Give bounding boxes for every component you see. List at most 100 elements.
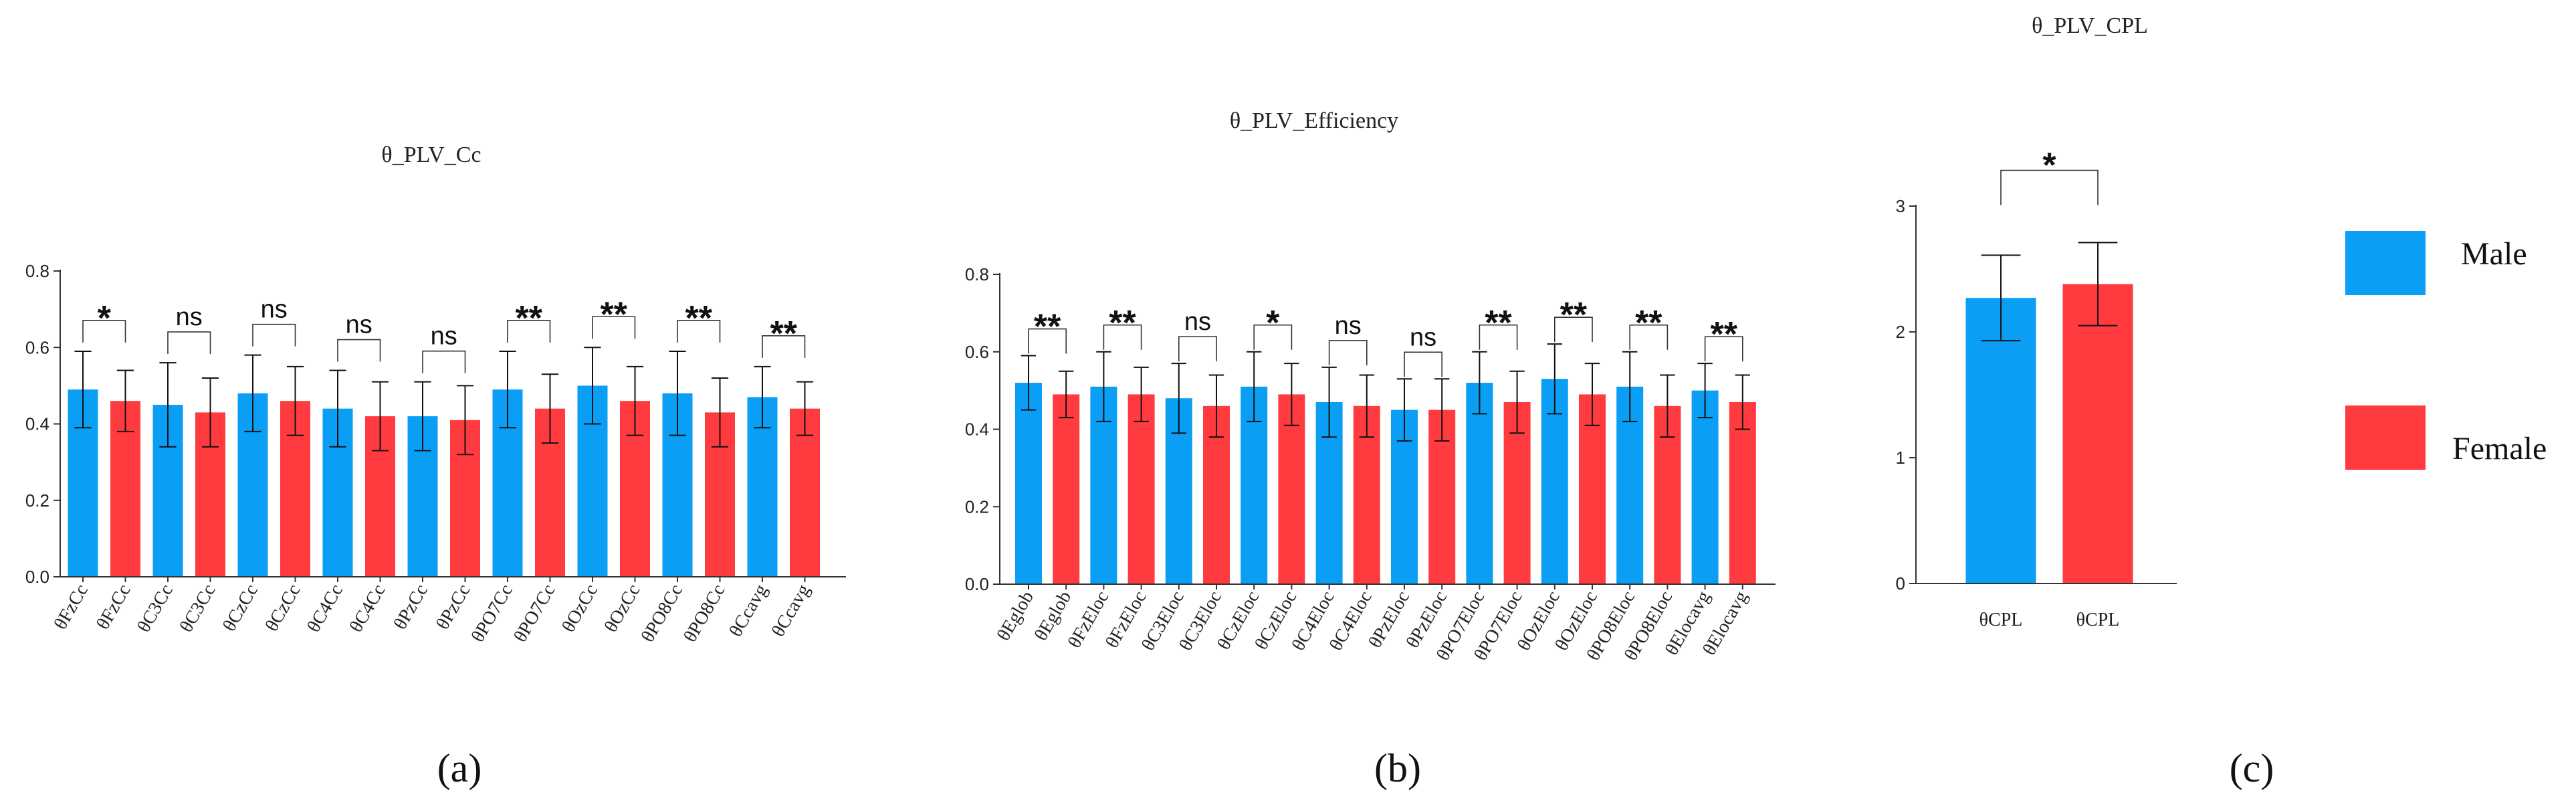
x-tick-label: θFzCc	[92, 581, 134, 633]
panel-b-axes: 0.0 0.2 0.4 0.6 0.8	[965, 264, 1776, 594]
significance-label: **	[1635, 304, 1662, 343]
significance-label: **	[770, 314, 798, 353]
y-tick-label: 0.8	[25, 261, 49, 281]
significance-label: **	[1109, 304, 1136, 343]
y-tick-label: 0.4	[965, 420, 989, 440]
x-tick-label: θC3Cc	[176, 581, 219, 636]
x-tick-label: θPO8Cc	[680, 581, 730, 646]
significance-bracket	[252, 323, 296, 347]
x-tick-label: θPzCc	[390, 581, 432, 633]
panel-c-title: θ_PLV_CPL	[2032, 13, 2148, 38]
significance-label: **	[1560, 296, 1588, 335]
significance-bracket	[167, 331, 211, 355]
x-tick-label: θOzCc	[601, 581, 644, 636]
x-tick-label: θC4Cc	[304, 581, 347, 636]
y-tick-label: 0.0	[965, 574, 989, 594]
significance-label: ns	[1335, 312, 1362, 340]
significance-bracket	[1629, 324, 1669, 350]
significance-bracket	[1328, 340, 1368, 365]
x-tick-label: θCzCc	[261, 581, 305, 635]
legend-male-label: Male	[2461, 236, 2527, 272]
panel-b-title: θ_PLV_Efficiency	[1230, 108, 1398, 133]
bar-male	[1466, 383, 1493, 584]
significance-bracket	[82, 320, 126, 343]
bar-male	[1015, 383, 1042, 584]
panel-b-chart: θ_PLV_Efficiency θEglobθEglobθFzElocθFzE…	[965, 108, 1776, 664]
x-tick-label: θCcavg	[768, 581, 814, 640]
legend-male-swatch	[2345, 231, 2426, 295]
x-tick-label: θC4Cc	[346, 581, 389, 636]
panel-a-axes: 0.0 0.2 0.4 0.6 0.8	[25, 261, 846, 587]
significance-label: **	[601, 295, 628, 334]
bar-male	[1965, 298, 2036, 583]
y-tick-label: 0	[1896, 573, 1905, 594]
panel-c-bars: θCPL θCPL *	[1965, 147, 2133, 630]
x-tick-label: θPzCc	[432, 581, 474, 633]
y-tick-label: 3	[1896, 196, 1905, 216]
y-tick-label: 2	[1896, 322, 1905, 342]
significance-bracket	[1704, 336, 1743, 362]
significance-label: **	[516, 299, 543, 338]
legend-female-label: Female	[2452, 431, 2547, 466]
significance-bracket	[1404, 351, 1442, 377]
bar-female	[2062, 284, 2133, 583]
significance-label: *	[1266, 304, 1280, 343]
panel-c-axes: 0 1 2 3	[1896, 196, 2177, 594]
bar-female	[1729, 401, 1756, 584]
significance-bracket	[337, 339, 381, 362]
significance-bracket	[1554, 317, 1593, 343]
panel-a-title: θ_PLV_Cc	[381, 143, 481, 167]
y-tick-label: 0.2	[25, 490, 49, 511]
x-tick-label: θPO7Cc	[467, 581, 517, 646]
legend: Male Female	[2345, 231, 2547, 470]
x-tick-label: θPO7Cc	[510, 581, 560, 646]
significance-bracket	[2000, 169, 2099, 205]
panel-a-bars: θFzCc θFzCcθC3CcθC3CcθCzCcθCzCcθC4CcθC4Cc…	[50, 295, 820, 646]
significance-label: ns	[176, 303, 203, 331]
significance-bracket	[592, 316, 636, 339]
bar-female	[790, 408, 820, 577]
panel-a-chart: θ_PLV_Cc θFzCc θFzCcθC3CcθC3CcθCzCcθCzCcθ…	[25, 143, 846, 646]
significance-bracket	[507, 320, 551, 343]
significance-bracket	[1103, 324, 1142, 350]
significance-label: *	[2042, 147, 2056, 185]
x-tick-label: θFzCc	[50, 581, 92, 633]
significance-label: **	[1485, 304, 1512, 343]
y-tick-label: 0.0	[25, 567, 49, 587]
panel-c-label: (c)	[2230, 746, 2274, 790]
significance-label: ns	[1184, 308, 1211, 336]
x-tick-label: θEglob	[993, 588, 1038, 644]
significance-label: ns	[431, 323, 457, 351]
significance-bracket	[1253, 324, 1293, 350]
significance-bracket	[1028, 328, 1067, 354]
significance-bracket	[1479, 324, 1518, 350]
significance-label: **	[1710, 315, 1737, 354]
bar-female	[1053, 394, 1080, 584]
significance-label: **	[685, 299, 713, 338]
x-tick-label: θOzCc	[558, 581, 602, 636]
panel-b-bars: θEglobθEglobθFzElocθFzElocθC3ElocθC3Eloc…	[993, 296, 1756, 664]
x-tick-label: θCzCc	[219, 581, 262, 635]
y-tick-label: 0.4	[25, 414, 49, 434]
significance-bracket	[677, 320, 721, 343]
significance-label: ns	[346, 311, 372, 339]
x-tick-label: θC3Cc	[134, 581, 177, 636]
x-tick-label: θPO8Cc	[637, 581, 687, 646]
legend-female-swatch	[2345, 406, 2426, 470]
significance-bracket	[1178, 336, 1217, 362]
y-tick-label: 0.8	[965, 264, 989, 284]
significance-label: ns	[1410, 323, 1436, 351]
panel-b-label: (b)	[1374, 746, 1421, 790]
y-tick-label: 0.2	[965, 497, 989, 517]
significance-bracket	[762, 335, 806, 358]
x-tick-label: θCPL	[1979, 610, 2023, 630]
panel-a-label: (a)	[437, 746, 482, 790]
significance-label: **	[1034, 308, 1061, 347]
y-tick-label: 1	[1896, 448, 1905, 468]
significance-label: ns	[261, 296, 288, 324]
bar-female	[1128, 394, 1155, 584]
x-tick-label: θCPL	[2076, 610, 2120, 630]
significance-label: *	[98, 299, 112, 338]
bar-male	[1691, 390, 1719, 584]
